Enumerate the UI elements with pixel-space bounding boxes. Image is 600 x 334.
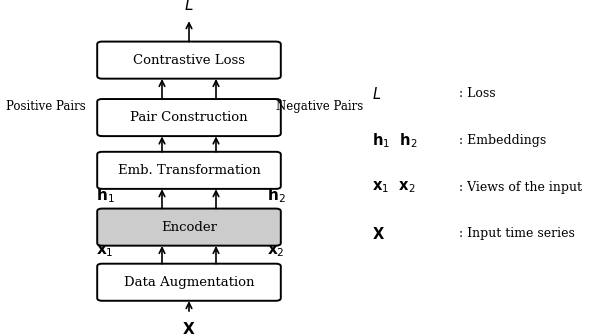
Text: $\mathbf{x}_1$  $\mathbf{x}_2$: $\mathbf{x}_1$ $\mathbf{x}_2$ bbox=[372, 179, 416, 195]
Text: $\mathit{L}$: $\mathit{L}$ bbox=[184, 0, 194, 13]
Text: Pair Construction: Pair Construction bbox=[130, 111, 248, 124]
Text: : Input time series: : Input time series bbox=[459, 227, 575, 240]
FancyBboxPatch shape bbox=[97, 42, 281, 78]
Text: $\mathbf{X}$: $\mathbf{X}$ bbox=[182, 321, 196, 334]
Text: $\mathit{L}$: $\mathit{L}$ bbox=[372, 86, 381, 102]
FancyBboxPatch shape bbox=[97, 152, 281, 189]
FancyBboxPatch shape bbox=[97, 208, 281, 246]
Text: $\mathbf{x}_1$: $\mathbf{x}_1$ bbox=[96, 243, 114, 259]
Text: Contrastive Loss: Contrastive Loss bbox=[133, 54, 245, 66]
Text: $\mathbf{h}_2$: $\mathbf{h}_2$ bbox=[266, 186, 286, 205]
Text: Positive Pairs: Positive Pairs bbox=[6, 101, 86, 113]
Text: $\mathbf{x}_2$: $\mathbf{x}_2$ bbox=[267, 243, 285, 259]
FancyBboxPatch shape bbox=[97, 99, 281, 136]
Text: : Views of the input: : Views of the input bbox=[459, 181, 582, 193]
Text: : Loss: : Loss bbox=[459, 87, 496, 100]
Text: $\mathbf{X}$: $\mathbf{X}$ bbox=[372, 226, 385, 242]
Text: Emb. Transformation: Emb. Transformation bbox=[118, 164, 260, 177]
Text: $\mathbf{h}_1$: $\mathbf{h}_1$ bbox=[95, 186, 115, 205]
Text: : Embeddings: : Embeddings bbox=[459, 134, 546, 147]
Text: Encoder: Encoder bbox=[161, 221, 217, 233]
Text: Data Augmentation: Data Augmentation bbox=[124, 276, 254, 289]
Text: Negative Pairs: Negative Pairs bbox=[276, 101, 363, 113]
FancyBboxPatch shape bbox=[97, 264, 281, 301]
Text: $\mathbf{h}_1$  $\mathbf{h}_2$: $\mathbf{h}_1$ $\mathbf{h}_2$ bbox=[372, 131, 418, 150]
